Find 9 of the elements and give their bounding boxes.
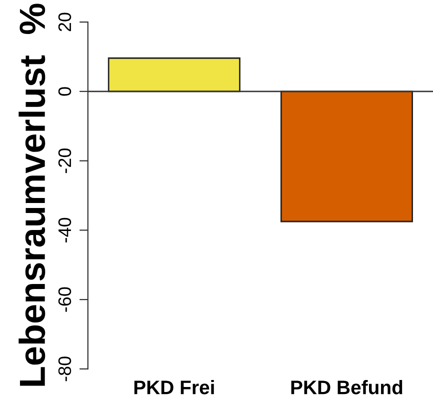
y-tick-label: 0 bbox=[58, 87, 72, 96]
y-tick-label: -60 bbox=[58, 287, 72, 312]
x-tick-label: PKD Frei bbox=[134, 380, 214, 394]
y-tick-label: -80 bbox=[58, 356, 72, 382]
y-tick-label: -20 bbox=[58, 148, 72, 174]
y-tick-label: -40 bbox=[58, 218, 72, 242]
y-axis-title: Lebensraumverlust % bbox=[18, 4, 46, 386]
x-tick-label: PKD Befund bbox=[291, 380, 402, 394]
y-tick-label: 20 bbox=[58, 12, 72, 32]
